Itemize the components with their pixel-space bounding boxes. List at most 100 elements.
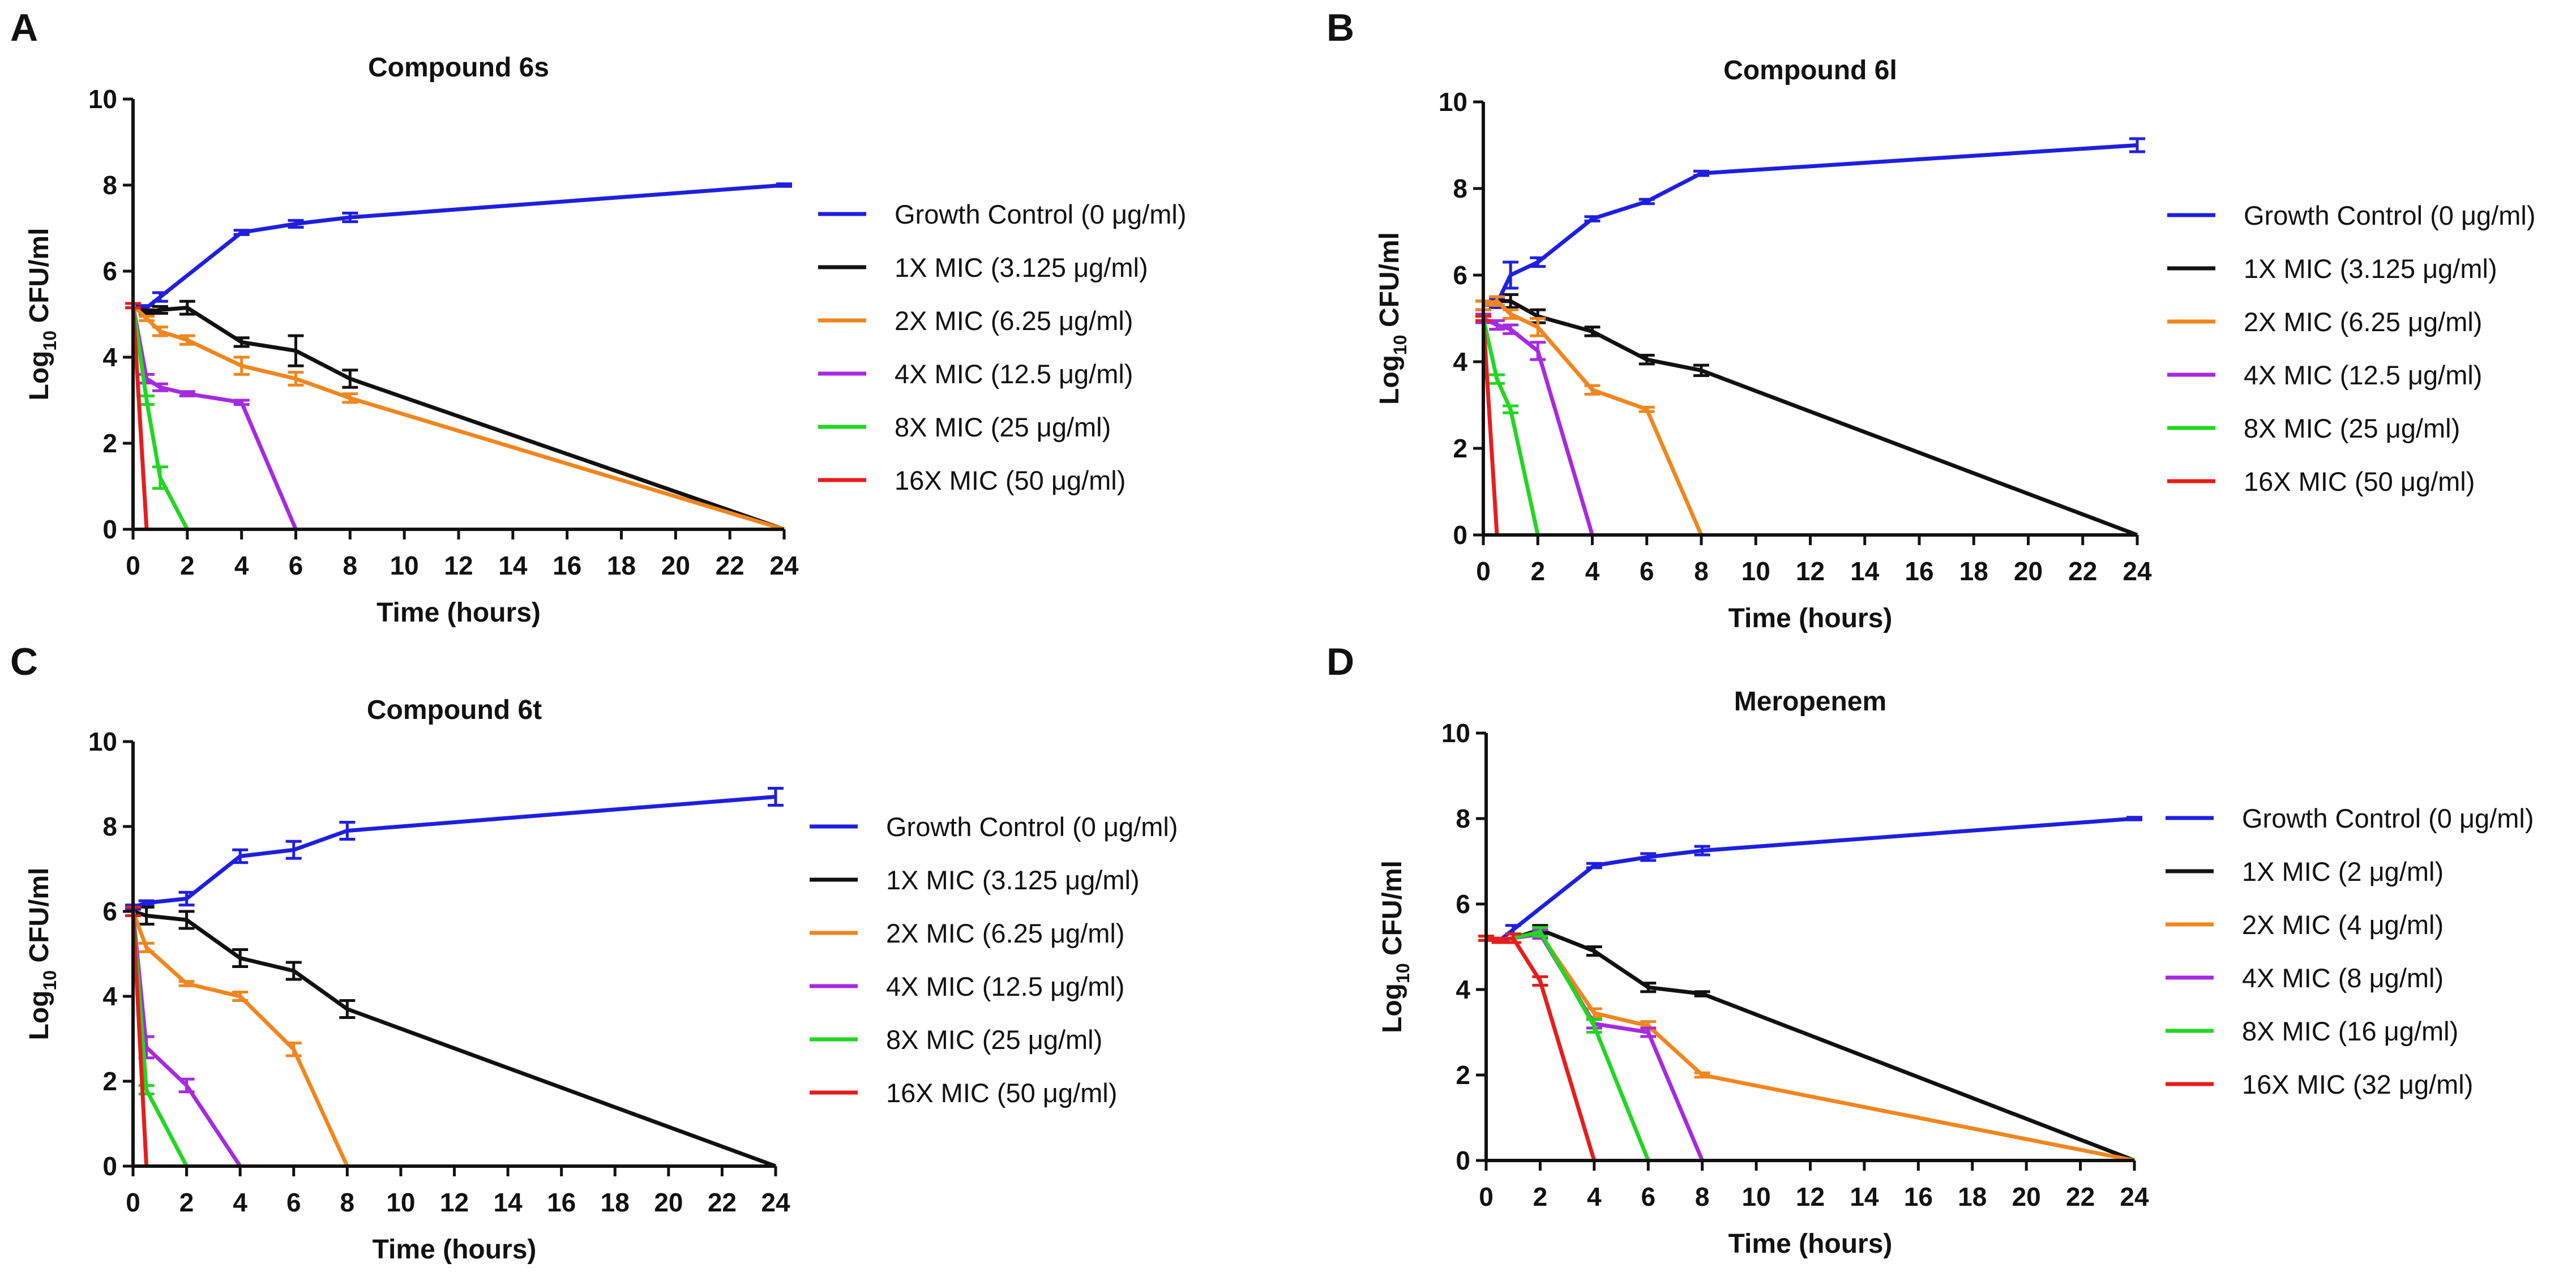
y-tick-label: 10 bbox=[88, 84, 117, 114]
error-bar bbox=[232, 948, 249, 968]
y-tick-label: 10 bbox=[1439, 87, 1467, 117]
error-bar bbox=[232, 848, 249, 864]
legend: Growth Control (0 μg/ml) 1X MIC (3.125 μg… bbox=[818, 199, 1187, 495]
legend: Growth Control (0 μg/ml) 1X MIC (3.125 μg… bbox=[810, 812, 1178, 1108]
error-bar bbox=[339, 999, 356, 1019]
legend-label: 1X MIC (3.125 μg/ml) bbox=[886, 865, 1140, 895]
error-bar bbox=[178, 910, 195, 930]
error-bar bbox=[1489, 373, 1505, 385]
y-tick-label: 8 bbox=[102, 170, 117, 200]
series-line-x16 bbox=[131, 911, 149, 1167]
error-bar bbox=[2129, 137, 2145, 153]
x-tick-label: 6 bbox=[1640, 556, 1654, 586]
x-tick-label: 6 bbox=[289, 551, 303, 580]
error-bar bbox=[1584, 384, 1601, 396]
x-tick-label: 22 bbox=[716, 551, 744, 580]
y-tick-label: 4 bbox=[102, 342, 117, 372]
error-bar bbox=[138, 941, 155, 953]
y-tick-label: 2 bbox=[1453, 434, 1467, 463]
error-bar bbox=[1530, 256, 1546, 268]
x-tick-label: 12 bbox=[444, 551, 473, 580]
error-bar bbox=[342, 211, 358, 224]
x-tick-label: 22 bbox=[708, 1188, 737, 1217]
x-tick-label: 24 bbox=[2123, 556, 2152, 586]
error-bar bbox=[233, 336, 250, 348]
error-bar bbox=[1640, 982, 1657, 993]
error-bar bbox=[339, 821, 356, 841]
series-line-growth bbox=[1483, 143, 2138, 307]
error-bar bbox=[2126, 816, 2142, 821]
legend-label: 4X MIC (12.5 μg/ml) bbox=[2244, 360, 2482, 390]
series-line-x1 bbox=[132, 909, 777, 1168]
x-tick-label: 10 bbox=[386, 1188, 415, 1217]
error-bar bbox=[1489, 295, 1505, 307]
x-tick-label: 10 bbox=[390, 551, 419, 580]
y-tick-label: 2 bbox=[102, 1067, 117, 1096]
legend-label: 2X MIC (4 μg/ml) bbox=[2242, 910, 2444, 940]
legend-label: 16X MIC (32 μg/ml) bbox=[2242, 1069, 2473, 1099]
x-tick-label: 22 bbox=[2066, 1182, 2095, 1211]
x-axis-label: Time (hours) bbox=[1728, 1229, 1893, 1259]
panel-letter: B bbox=[1326, 6, 1354, 49]
error-bar bbox=[1694, 1071, 1710, 1079]
y-tick-label: 4 bbox=[1453, 347, 1467, 376]
legend-label: 1X MIC (3.125 μg/ml) bbox=[2244, 254, 2497, 284]
x-tick-label: 12 bbox=[1796, 1182, 1825, 1211]
error-bar bbox=[1638, 354, 1655, 366]
y-tick-label: 6 bbox=[1453, 260, 1467, 290]
x-tick-label: 20 bbox=[654, 1188, 683, 1217]
legend-label: 4X MIC (12.5 μg/ml) bbox=[886, 971, 1124, 1001]
y-tick-label: 4 bbox=[102, 982, 117, 1011]
chart-title: Compound 6l bbox=[1723, 55, 1897, 85]
x-tick-label: 10 bbox=[1741, 556, 1770, 586]
series-line-growth bbox=[132, 795, 776, 909]
legend-label: 8X MIC (25 μg/ml) bbox=[2244, 413, 2460, 443]
y-tick-label: 2 bbox=[102, 429, 117, 458]
y-tick-label: 8 bbox=[1453, 174, 1467, 203]
error-bar bbox=[138, 899, 155, 907]
x-tick-label: 12 bbox=[1796, 556, 1825, 586]
y-axis-label: Log10 CFU/ml bbox=[24, 228, 60, 401]
x-tick-label: 8 bbox=[340, 1188, 355, 1217]
error-bar bbox=[1638, 198, 1655, 205]
error-bar bbox=[179, 390, 195, 397]
chart-title: Compound 6t bbox=[367, 695, 542, 725]
x-tick-label: 24 bbox=[2120, 1182, 2149, 1211]
x-tick-label: 4 bbox=[234, 551, 249, 580]
error-bar bbox=[1638, 405, 1655, 413]
x-tick-label: 24 bbox=[761, 1188, 790, 1217]
y-tick-label: 10 bbox=[88, 727, 117, 756]
y-tick-label: 0 bbox=[102, 515, 117, 544]
series-group bbox=[1475, 137, 2145, 537]
legend-label: 2X MIC (6.25 μg/ml) bbox=[886, 918, 1124, 948]
error-bar bbox=[288, 371, 304, 387]
y-tick-label: 0 bbox=[1456, 1146, 1470, 1175]
legend-label: Growth Control (0 μg/ml) bbox=[2242, 803, 2534, 833]
error-bar bbox=[232, 991, 249, 1002]
x-axis-label: Time (hours) bbox=[376, 598, 541, 628]
x-tick-label: 8 bbox=[1694, 556, 1709, 586]
y-axis-label: Log10 CFU/ml bbox=[1377, 860, 1413, 1033]
error-bar bbox=[1694, 990, 1710, 997]
panel-letter: A bbox=[10, 6, 38, 49]
x-tick-label: 24 bbox=[769, 551, 799, 580]
y-tick-label: 8 bbox=[1456, 804, 1470, 833]
series-line-growth bbox=[132, 183, 785, 310]
error-bar bbox=[1532, 975, 1548, 987]
y-tick-label: 8 bbox=[102, 812, 117, 841]
legend-label: 8X MIC (25 μg/ml) bbox=[895, 412, 1111, 442]
legend-label: Growth Control (0 μg/ml) bbox=[886, 812, 1178, 842]
x-tick-label: 22 bbox=[2068, 556, 2097, 586]
x-tick-label: 8 bbox=[1695, 1182, 1710, 1211]
x-tick-label: 16 bbox=[1904, 1182, 1933, 1211]
error-bar bbox=[1640, 852, 1657, 862]
panel-letter: D bbox=[1326, 640, 1354, 683]
series-line-growth bbox=[1486, 816, 2135, 943]
y-axis-label: Log10 CFU/ml bbox=[24, 868, 60, 1040]
legend-label: 8X MIC (25 μg/ml) bbox=[886, 1025, 1102, 1055]
error-bar bbox=[1532, 926, 1548, 938]
